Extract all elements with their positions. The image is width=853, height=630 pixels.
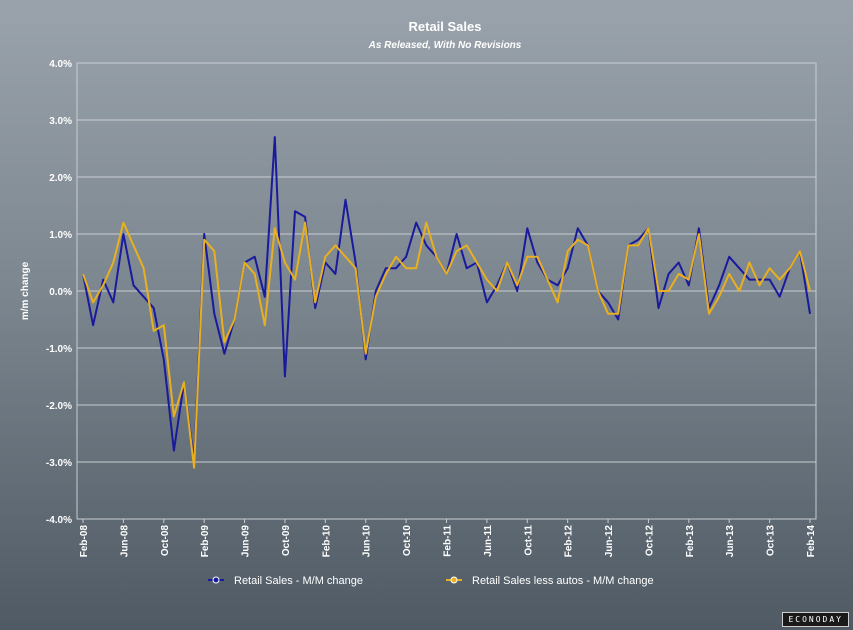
y-tick-label: 2.0%: [49, 173, 72, 184]
x-tick-label: Oct-08: [160, 525, 171, 557]
legend-item-retail-sales-less-autos: Retail Sales less autos - M/M change: [446, 575, 654, 587]
x-tick-label: Jun-12: [604, 525, 615, 558]
legend-label-retail-sales-less-autos: Retail Sales less autos - M/M change: [472, 575, 654, 587]
y-tick-label: 0.0%: [49, 287, 72, 298]
y-axis-label: m/m change: [20, 261, 31, 320]
x-tick-label: Feb-12: [564, 525, 575, 558]
legend-label-retail-sales: Retail Sales - M/M change: [234, 575, 363, 587]
y-tick-label: -3.0%: [46, 458, 72, 469]
x-tick-label: Jun-09: [241, 525, 252, 558]
legend: Retail Sales - M/M change Retail Sales l…: [208, 575, 654, 587]
x-tick-label: Jun-13: [725, 525, 736, 558]
y-tick-label: 3.0%: [49, 116, 72, 127]
x-tick-label: Jun-08: [119, 525, 130, 558]
y-tick-label: -4.0%: [46, 515, 72, 526]
x-tick-label: Jun-10: [362, 525, 373, 558]
series-line-retail-sales-less-autos: [82, 221, 811, 469]
chart-subtitle: As Released, With No Revisions: [368, 40, 522, 51]
y-tick-label: -1.0%: [46, 344, 72, 355]
econoday-logo: ECONODAY: [782, 612, 849, 627]
x-axis-ticks: Feb-08 Jun-08 Oct-08 Feb-09 Jun-09 Oct-09 Feb-…: [79, 519, 817, 557]
x-tick-label: Feb-09: [200, 525, 211, 558]
x-tick-label: Oct-09: [281, 525, 292, 557]
y-tick-label: -2.0%: [46, 401, 72, 412]
x-tick-label: Feb-14: [806, 525, 817, 558]
y-axis-ticks: -4.0% -3.0% -2.0% -1.0% 0.0% 1.0% 2.0% 3.0% 4.0%: [46, 59, 72, 526]
x-tick-label: Feb-08: [79, 525, 90, 558]
y-tick-label: 4.0%: [49, 59, 72, 70]
x-tick-label: Feb-11: [443, 525, 454, 557]
legend-item-retail-sales: Retail Sales - M/M change: [208, 575, 363, 587]
x-tick-label: Oct-11: [523, 525, 534, 556]
x-tick-label: Oct-13: [766, 525, 777, 557]
x-tick-label: Oct-12: [644, 525, 655, 557]
series-lines: [82, 136, 811, 469]
x-tick-label: Feb-10: [321, 525, 332, 558]
x-tick-label: Jun-11: [483, 525, 494, 557]
series-line-retail-sales: [82, 136, 811, 463]
x-tick-label: Feb-13: [685, 525, 696, 558]
y-tick-label: 1.0%: [49, 230, 72, 241]
x-tick-label: Oct-10: [402, 525, 413, 557]
chart-title: Retail Sales: [409, 19, 482, 34]
